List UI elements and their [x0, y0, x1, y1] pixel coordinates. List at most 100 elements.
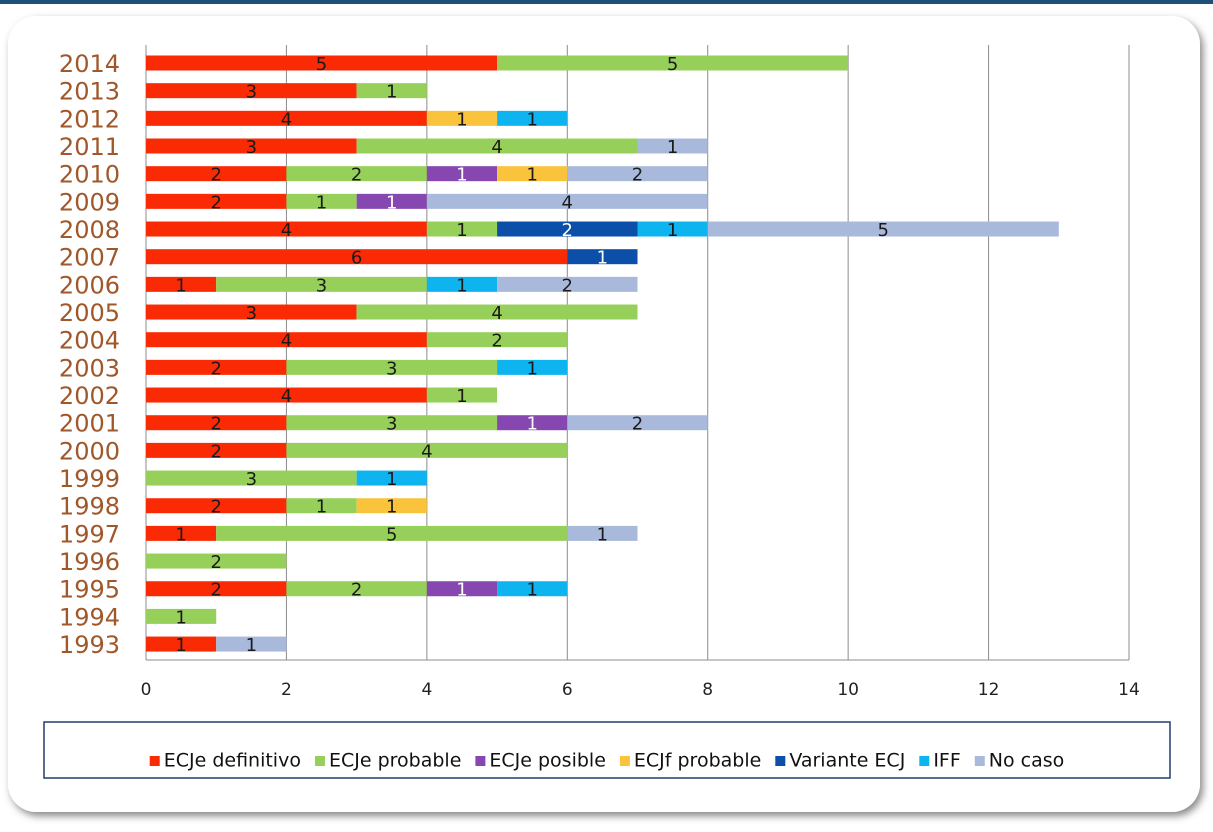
value-label: 2	[210, 192, 221, 213]
y-tick-label: 2011	[59, 133, 120, 161]
legend-label: No caso	[989, 750, 1065, 772]
value-label: 1	[526, 580, 537, 601]
bar-segment	[567, 166, 708, 182]
value-label: 4	[562, 192, 573, 213]
value-label: 3	[246, 469, 257, 490]
value-label: 2	[351, 580, 362, 601]
legend-label: ECJe probable	[329, 750, 461, 772]
y-tick-label: 2010	[59, 161, 120, 189]
y-tick-label: 1997	[59, 520, 120, 548]
value-label: 3	[386, 414, 397, 435]
value-label: 6	[351, 248, 362, 269]
value-label: 4	[281, 109, 292, 130]
bar-segment	[146, 304, 357, 320]
bar-segment	[146, 110, 427, 126]
bar-segment	[146, 193, 287, 209]
y-tick-label: 1995	[59, 576, 120, 604]
bar-segment	[146, 525, 217, 541]
bar-segment	[637, 221, 708, 237]
value-label: 4	[421, 441, 432, 462]
value-label: 1	[456, 109, 467, 130]
bar-segment	[426, 221, 498, 237]
bar-segment	[497, 359, 568, 375]
bar-segment	[146, 636, 217, 652]
value-label: 1	[175, 607, 186, 628]
bar-segment	[497, 415, 568, 431]
bar-segment	[356, 304, 638, 320]
y-tick-label: 1999	[59, 465, 120, 493]
bar-segment	[146, 332, 427, 348]
panel	[8, 16, 1200, 812]
value-label: 3	[386, 358, 397, 379]
value-label: 2	[210, 497, 221, 518]
y-tick-label: 2005	[59, 299, 120, 327]
y-tick-label: 2001	[59, 410, 120, 438]
bar-segment	[286, 166, 427, 182]
value-label: 2	[210, 552, 221, 573]
value-label: 1	[386, 82, 397, 103]
value-label: 4	[281, 386, 292, 407]
legend-label: ECJe definitivo	[164, 750, 301, 772]
bar-segment	[146, 359, 287, 375]
value-label: 1	[456, 386, 467, 407]
y-tick-label: 2009	[59, 188, 120, 216]
value-label: 5	[386, 524, 397, 545]
value-label: 1	[386, 497, 397, 518]
bar-segment	[286, 498, 357, 514]
value-label: 1	[246, 635, 257, 656]
bar-segment	[146, 221, 427, 237]
value-label: 2	[210, 165, 221, 186]
value-label: 1	[316, 192, 327, 213]
bar-segment	[146, 415, 287, 431]
y-tick-label: 2013	[59, 78, 120, 106]
value-label: 5	[316, 54, 327, 75]
y-tick-label: 2006	[59, 271, 120, 299]
bar-segment	[497, 221, 638, 237]
x-tick-label: 12	[978, 680, 1000, 700]
bar-segment	[356, 470, 427, 486]
value-label: 1	[526, 165, 537, 186]
bars	[146, 55, 1059, 652]
bar-segment	[286, 193, 357, 209]
legend-swatch	[919, 756, 930, 766]
bar-segment	[146, 581, 287, 597]
bar-segment	[707, 221, 1059, 237]
y-tick-label: 2004	[59, 327, 120, 355]
bar-segment	[146, 553, 287, 569]
value-label: 1	[175, 275, 186, 296]
value-label: 1	[456, 220, 467, 241]
value-label: 1	[386, 192, 397, 213]
legend-label: ECJe posible	[489, 750, 606, 772]
legend-swatch	[619, 756, 630, 766]
x-tick-label: 2	[281, 680, 292, 700]
legend-swatch	[475, 756, 486, 766]
bar-segment	[426, 166, 498, 182]
value-label: 1	[526, 414, 537, 435]
value-label: 2	[210, 358, 221, 379]
bar-segment	[146, 276, 217, 292]
value-label: 4	[491, 303, 502, 324]
x-tick-label: 0	[141, 680, 152, 700]
y-tick-label: 2014	[59, 50, 120, 78]
value-label: 3	[246, 303, 257, 324]
y-tick-label: 1993	[59, 631, 120, 659]
legend-label: Variante ECJ	[789, 750, 905, 772]
bar-segment	[146, 498, 287, 514]
value-label: 3	[246, 137, 257, 158]
bar-segment	[216, 636, 287, 652]
value-label: 1	[526, 358, 537, 379]
value-label: 5	[878, 220, 889, 241]
value-label: 1	[456, 165, 467, 186]
bar-segment	[497, 276, 638, 292]
bar-segment	[356, 138, 638, 154]
y-tick-label: 2000	[59, 437, 120, 465]
value-label: 1	[667, 137, 678, 158]
value-label: 2	[491, 331, 502, 352]
bar-segment	[497, 55, 849, 71]
y-tick-label: 2007	[59, 244, 120, 272]
bar-segment	[286, 415, 498, 431]
bar-segment	[356, 498, 427, 514]
bar-segment	[146, 387, 427, 403]
